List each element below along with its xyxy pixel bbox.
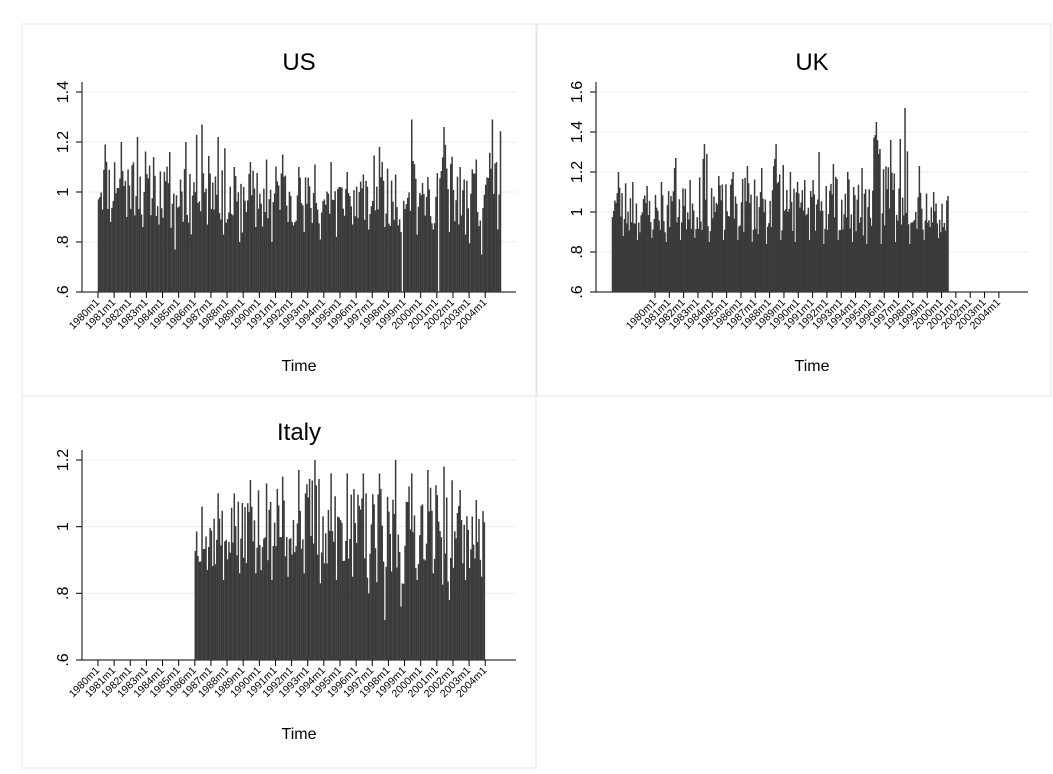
chart-panel-0: .6.811.21.41980m11981m11982m11983m11984m… bbox=[21, 23, 537, 397]
y-tick-label: .6 bbox=[55, 653, 72, 666]
chart-title: UK bbox=[795, 49, 828, 76]
y-tick-label: 1.4 bbox=[55, 81, 72, 103]
chart-title: Italy bbox=[277, 419, 321, 446]
y-tick-label: .6 bbox=[569, 285, 586, 298]
y-tick-label: 1.2 bbox=[55, 131, 72, 153]
y-tick-label: .8 bbox=[569, 245, 586, 258]
chart-panel-2: .6.811.21980m11981m11982m11983m11984m119… bbox=[21, 395, 537, 769]
y-tick-label: .6 bbox=[55, 285, 72, 298]
y-tick-label: .8 bbox=[55, 587, 72, 600]
y-tick-label: .8 bbox=[55, 235, 72, 248]
y-tick-label: 1.4 bbox=[569, 121, 586, 143]
y-tick-label: 1.6 bbox=[569, 81, 586, 103]
y-tick-label: 1 bbox=[55, 187, 72, 196]
y-tick-label: 1.2 bbox=[569, 161, 586, 183]
x-axis-title: Time bbox=[795, 358, 830, 375]
y-tick-label: 1 bbox=[569, 207, 586, 216]
bar-series bbox=[97, 119, 502, 292]
bar-series bbox=[611, 108, 949, 292]
chart-panel-1: .6.811.21.41.61980m11981m11982m11983m119… bbox=[536, 23, 1052, 397]
bar-series bbox=[194, 460, 486, 660]
y-tick-label: 1.2 bbox=[55, 449, 72, 471]
x-axis-title: Time bbox=[282, 726, 317, 743]
x-axis-title: Time bbox=[282, 358, 317, 375]
y-tick-label: 1 bbox=[55, 522, 72, 531]
chart-title: US bbox=[282, 49, 315, 76]
